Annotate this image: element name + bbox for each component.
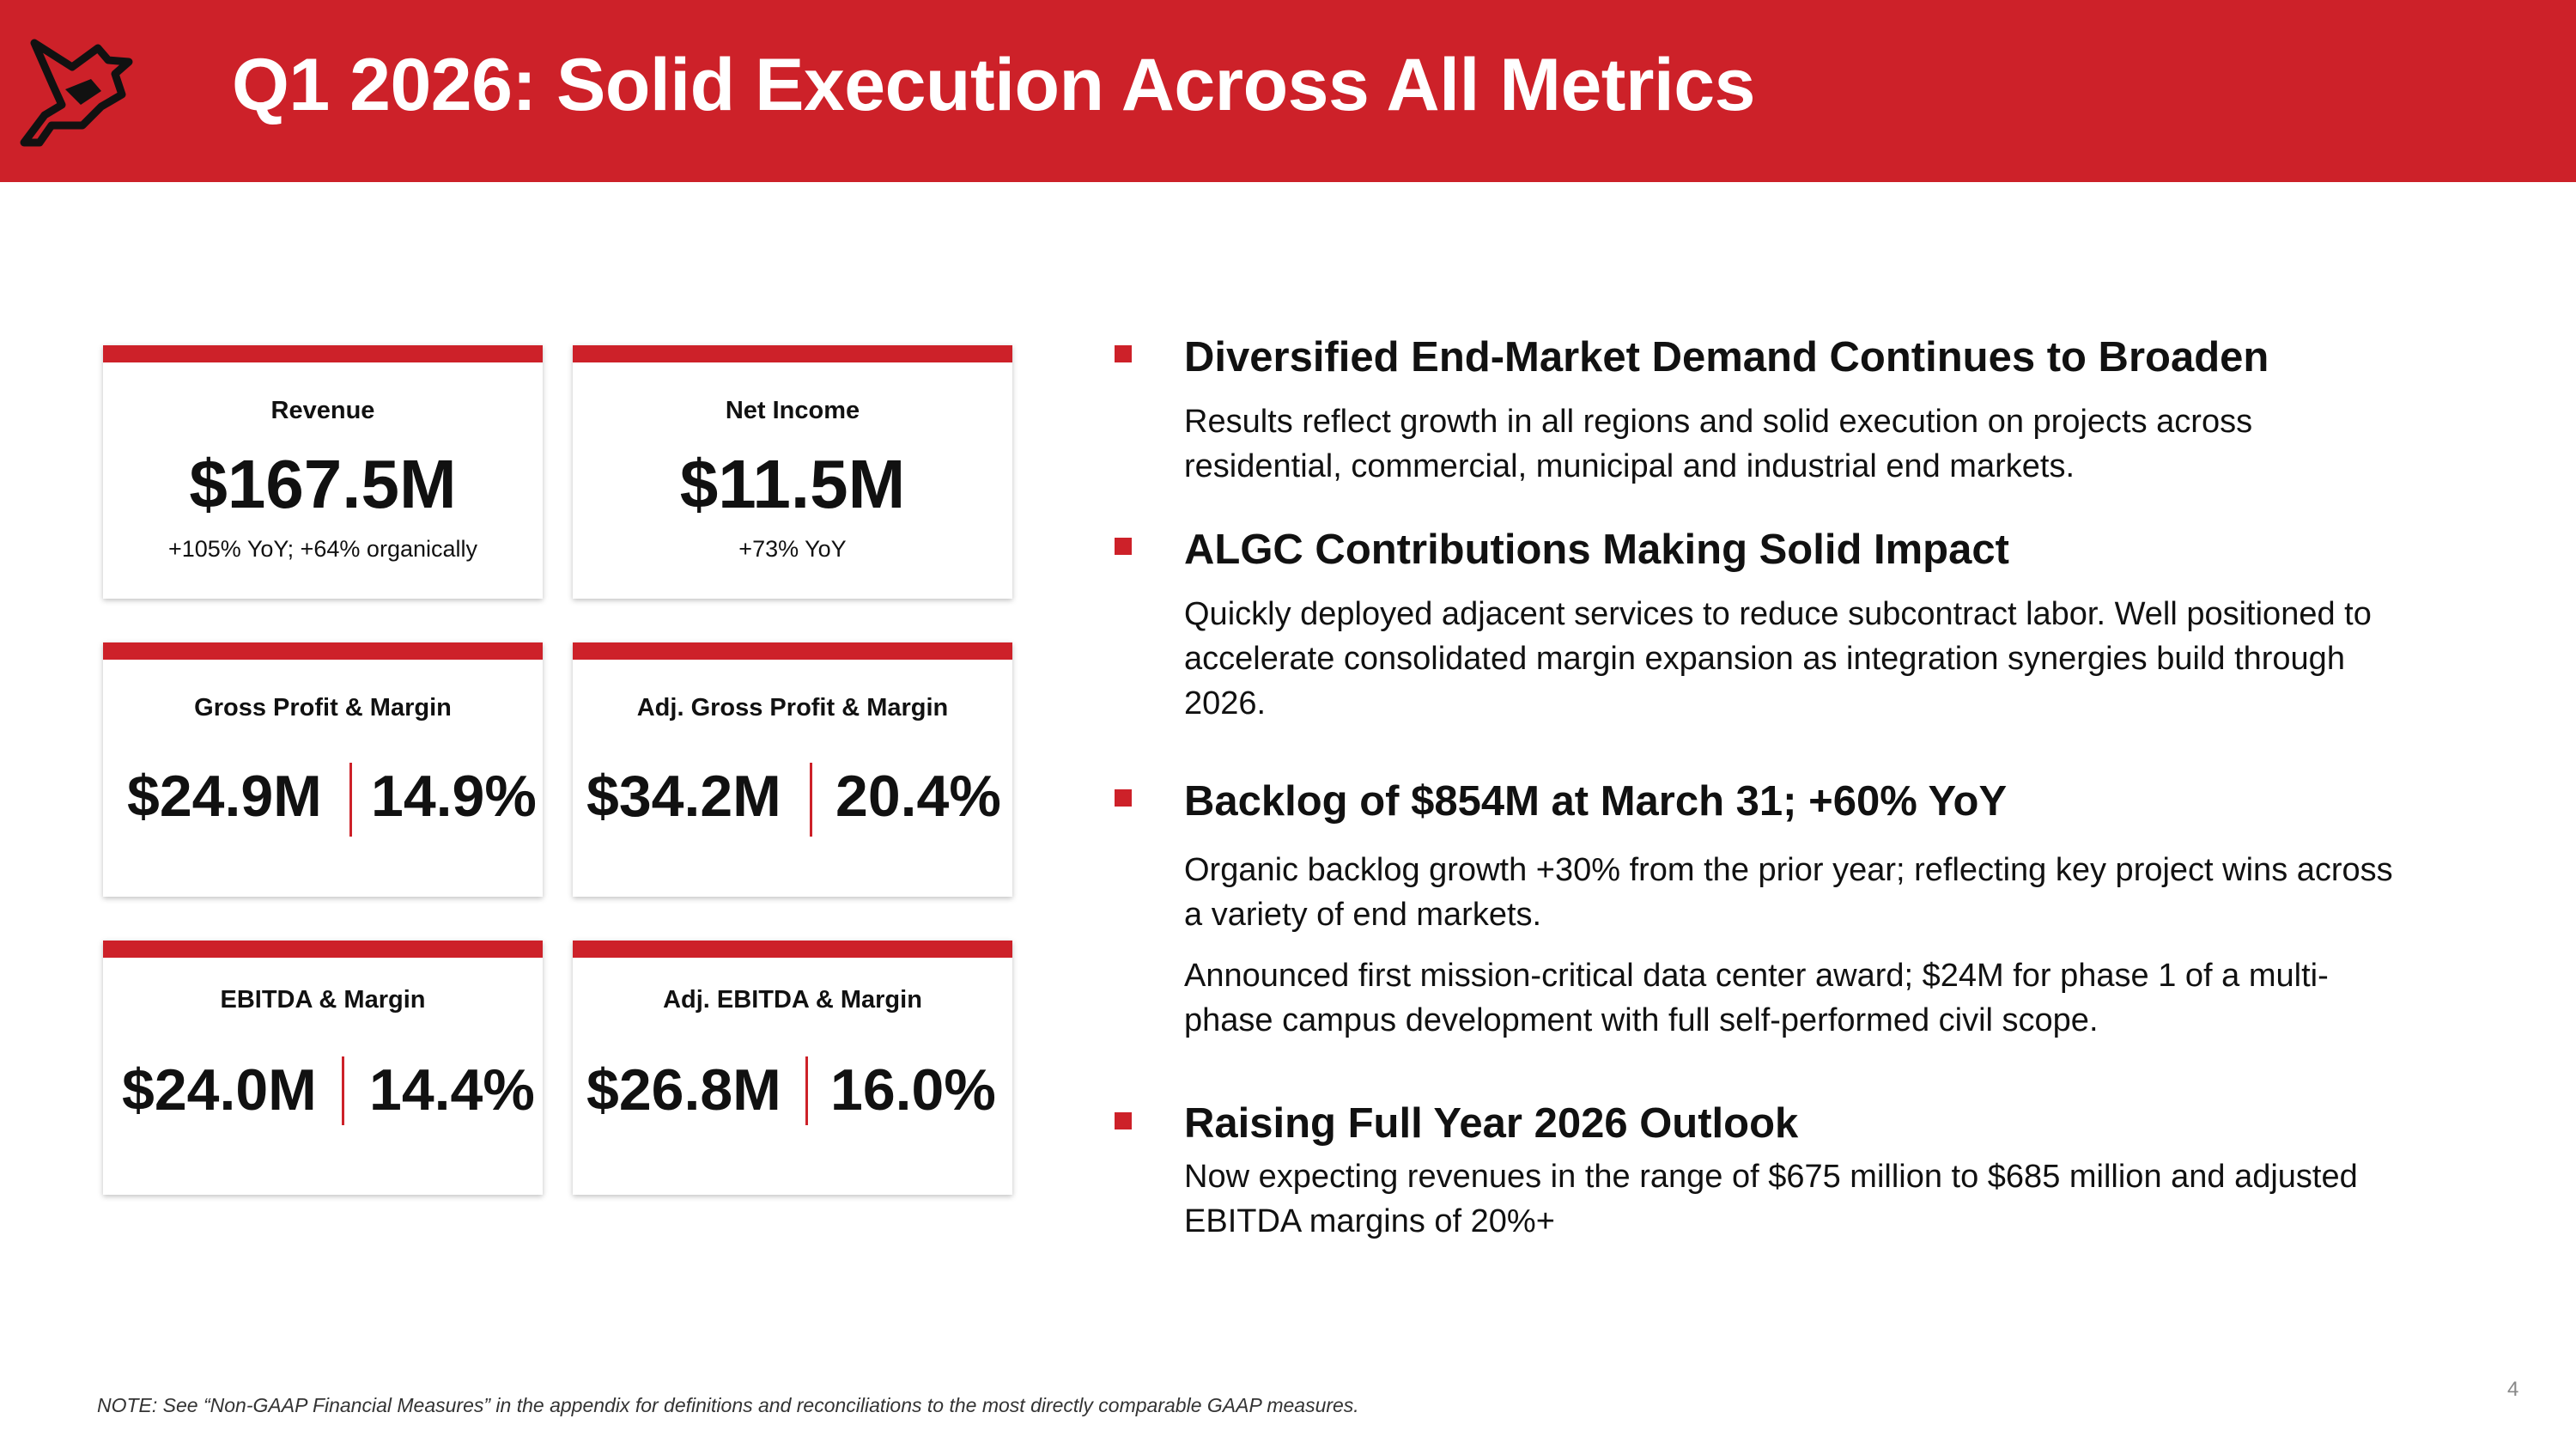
red-square-bullet-icon xyxy=(1115,538,1132,555)
net-income-card: Net Income $11.5M +73% YoY xyxy=(573,345,1012,599)
page-title: Q1 2026: Solid Execution Across All Metr… xyxy=(232,44,1755,126)
card-label: Net Income xyxy=(725,397,860,424)
card-value: $11.5M xyxy=(679,446,906,522)
card-value-row: $34.2M 20.4% xyxy=(573,763,1012,837)
card-subtext: +73% YoY xyxy=(738,536,847,562)
value-divider xyxy=(810,763,812,837)
bullet-paragraph: Quickly deployed adjacent services to re… xyxy=(1184,596,2372,721)
adj-gross-profit-card: Adj. Gross Profit & Margin $34.2M 20.4% xyxy=(573,642,1012,897)
value-divider xyxy=(805,1056,808,1125)
ebitda-card: EBITDA & Margin $24.0M 14.4% xyxy=(103,941,543,1195)
value-divider xyxy=(342,1056,344,1125)
card-label: Revenue xyxy=(270,397,375,424)
bullet-heading: Backlog of $854M at March 31; +60% YoY xyxy=(1184,778,2008,825)
card-accent-bar xyxy=(573,345,1012,362)
card-value-row: $24.9M 14.9% xyxy=(103,763,543,837)
card-accent-bar xyxy=(573,941,1012,958)
bullet-heading: Raising Full Year 2026 Outlook xyxy=(1184,1100,1799,1147)
page-number: 4 xyxy=(2507,1378,2519,1401)
card-accent-bar xyxy=(103,642,543,660)
card-accent-bar xyxy=(573,642,1012,660)
bullet-heading: ALGC Contributions Making Solid Impact xyxy=(1184,527,2009,573)
adj-ebitda-card: Adj. EBITDA & Margin $26.8M 16.0% xyxy=(573,941,1012,1195)
card-accent-bar xyxy=(103,941,543,958)
card-value: $34.2M xyxy=(586,764,781,829)
bullet-paragraph: Organic backlog growth +30% from the pri… xyxy=(1184,852,2393,933)
card-value: $26.8M xyxy=(586,1057,781,1123)
card-value: $167.5M xyxy=(189,446,457,522)
card-margin: 16.0% xyxy=(830,1057,996,1123)
red-square-bullet-icon xyxy=(1115,345,1132,362)
footnote: NOTE: See “Non-GAAP Financial Measures” … xyxy=(97,1394,1359,1416)
card-label: EBITDA & Margin xyxy=(220,986,426,1014)
value-divider xyxy=(349,763,352,837)
bullet-paragraph: Now expecting revenues in the range of $… xyxy=(1184,1159,2358,1239)
card-value: $24.9M xyxy=(127,764,322,829)
card-value: $24.0M xyxy=(122,1057,317,1123)
gross-profit-card: Gross Profit & Margin $24.9M 14.9% xyxy=(103,642,543,897)
card-margin: 14.9% xyxy=(371,764,537,829)
card-subtext: +105% YoY; +64% organically xyxy=(167,536,478,562)
red-square-bullet-icon xyxy=(1115,1112,1132,1129)
card-margin: 20.4% xyxy=(835,764,1001,829)
title-bar: Q1 2026: Solid Execution Across All Metr… xyxy=(0,0,2576,182)
card-margin: 14.4% xyxy=(369,1057,535,1123)
card-label: Adj. EBITDA & Margin xyxy=(663,986,922,1014)
card-label: Adj. Gross Profit & Margin xyxy=(636,694,949,721)
card-label: Gross Profit & Margin xyxy=(194,694,452,721)
bullet-paragraph: Results reflect growth in all regions an… xyxy=(1184,404,2253,484)
card-accent-bar xyxy=(103,345,543,362)
red-square-bullet-icon xyxy=(1115,789,1132,807)
card-value-row: $24.0M 14.4% xyxy=(103,1056,543,1125)
bullet-paragraph: Announced first mission-critical data ce… xyxy=(1184,958,2329,1038)
cardinal-logo-icon xyxy=(20,39,133,147)
bullet-heading: Diversified End-Market Demand Continues … xyxy=(1184,334,2269,381)
revenue-card: Revenue $167.5M +105% YoY; +64% organica… xyxy=(103,345,543,599)
card-value-row: $26.8M 16.0% xyxy=(573,1056,1012,1125)
